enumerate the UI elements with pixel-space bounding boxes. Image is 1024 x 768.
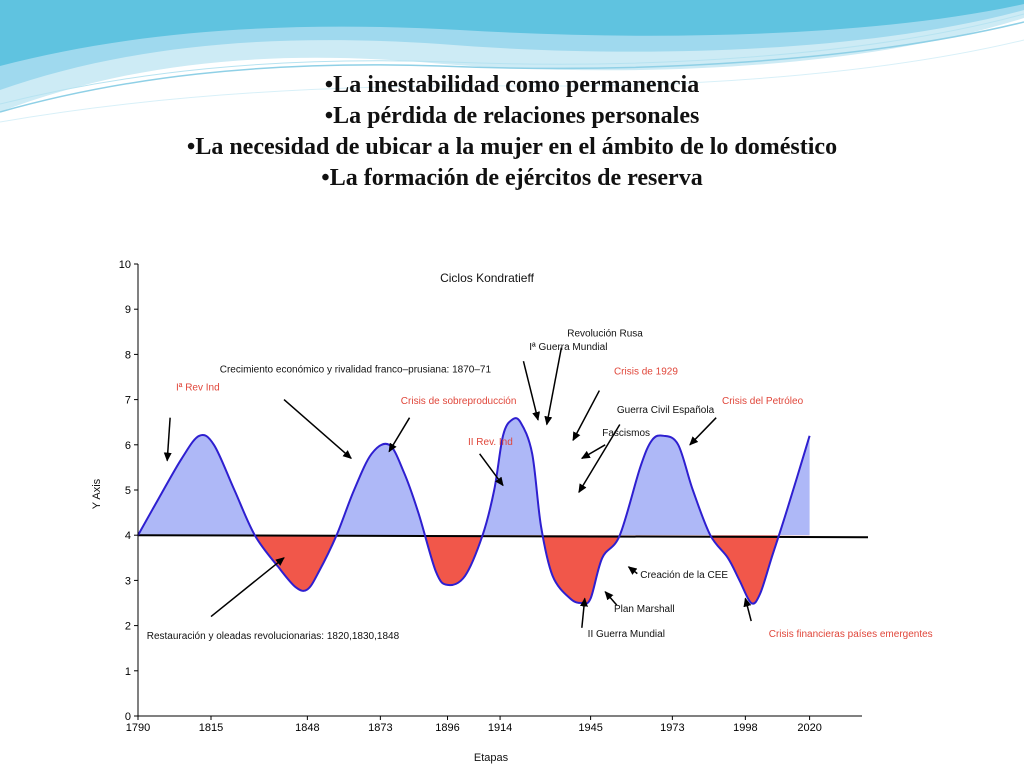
annotation-arrow — [579, 597, 588, 628]
bullet-item: •La pérdida de relaciones personales — [324, 103, 700, 129]
annotation-label: Crecimiento económico y rivalidad franco… — [220, 364, 492, 375]
annotation-label: Crisis de sobreproducción — [401, 396, 517, 407]
x-tick-label: 1790 — [126, 722, 150, 734]
annotation-label: II Guerra Mundial — [588, 629, 665, 640]
bullet-item: •La inestabilidad como permanencia — [324, 72, 700, 98]
bullet-item: •La necesidad de ubicar a la mujer en el… — [186, 134, 838, 160]
x-tick-label: 1815 — [199, 722, 223, 734]
annotation-arrow — [743, 597, 752, 622]
y-tick-label: 6 — [125, 440, 131, 452]
annotation-label: Restauración y oleadas revolucionarias: … — [147, 631, 400, 642]
y-tick-label: 1 — [125, 666, 131, 678]
annotation-label: Creación de la CEE — [640, 570, 728, 581]
annotation-arrow — [572, 390, 601, 442]
annotation-label: Crisis de 1929 — [614, 367, 678, 378]
x-tick-label: 1945 — [578, 722, 602, 734]
bullet-list: •La inestabilidad como permanencia •La p… — [0, 70, 1024, 194]
annotation-label: Iª Rev Ind — [176, 383, 220, 394]
bullet-item: •La formación de ejércitos de reserva — [321, 165, 703, 191]
y-tick-label: 3 — [125, 575, 131, 587]
annotation-arrow — [578, 424, 621, 494]
x-tick-label: 1914 — [488, 722, 512, 734]
y-tick-label: 10 — [119, 259, 131, 271]
annotation-label: Guerra Civil Española — [617, 405, 715, 416]
header-wave-decoration — [0, 0, 1024, 123]
y-tick-label: 8 — [125, 349, 131, 361]
x-tick-label: 2020 — [797, 722, 821, 734]
annotation-label: Crisis financieras países emergentes — [769, 629, 933, 640]
annotation-arrow — [544, 347, 563, 426]
baseline-line — [137, 534, 869, 539]
y-tick-label: 7 — [125, 395, 131, 407]
y-tick-label: 0 — [125, 711, 131, 723]
y-tick-label: 2 — [125, 621, 131, 633]
x-tick-label: 1896 — [435, 722, 459, 734]
annotation-arrow — [479, 453, 504, 487]
annotation-arrow — [604, 590, 618, 606]
area-below-baseline — [254, 535, 780, 604]
annotation-label: Revolución Rusa — [567, 328, 643, 339]
annotation-arrow — [163, 417, 172, 462]
chart-title: Ciclos Kondratieff — [440, 271, 534, 285]
y-axis-label: Y Axis — [91, 478, 103, 509]
series-line — [137, 417, 811, 605]
y-tick-label: 5 — [125, 485, 131, 497]
x-tick-label: 1998 — [733, 722, 757, 734]
annotation-arrow — [522, 360, 540, 421]
annotation-label: Crisis del Petróleo — [722, 396, 804, 407]
annotation-label: Fascismos — [602, 428, 650, 439]
x-axis-label: Etapas — [474, 752, 509, 764]
annotation-arrow — [627, 566, 638, 575]
annotation-arrow — [580, 444, 606, 460]
y-tick-label: 9 — [125, 304, 131, 316]
x-tick-label: 1873 — [368, 722, 392, 734]
annotation-label: Iª Guerra Mundial — [529, 342, 607, 353]
y-tick-label: 4 — [125, 530, 131, 542]
annotation-label: Plan Marshall — [614, 604, 675, 615]
annotation-label: II Rev. Ind — [468, 437, 513, 448]
annotation-arrow — [689, 417, 717, 446]
x-tick-label: 1848 — [295, 722, 319, 734]
annotation-arrow — [283, 399, 352, 460]
x-tick-label: 1973 — [660, 722, 684, 734]
area-above-baseline — [138, 418, 810, 536]
annotation-arrow — [210, 557, 285, 618]
annotation-arrow — [388, 417, 411, 453]
